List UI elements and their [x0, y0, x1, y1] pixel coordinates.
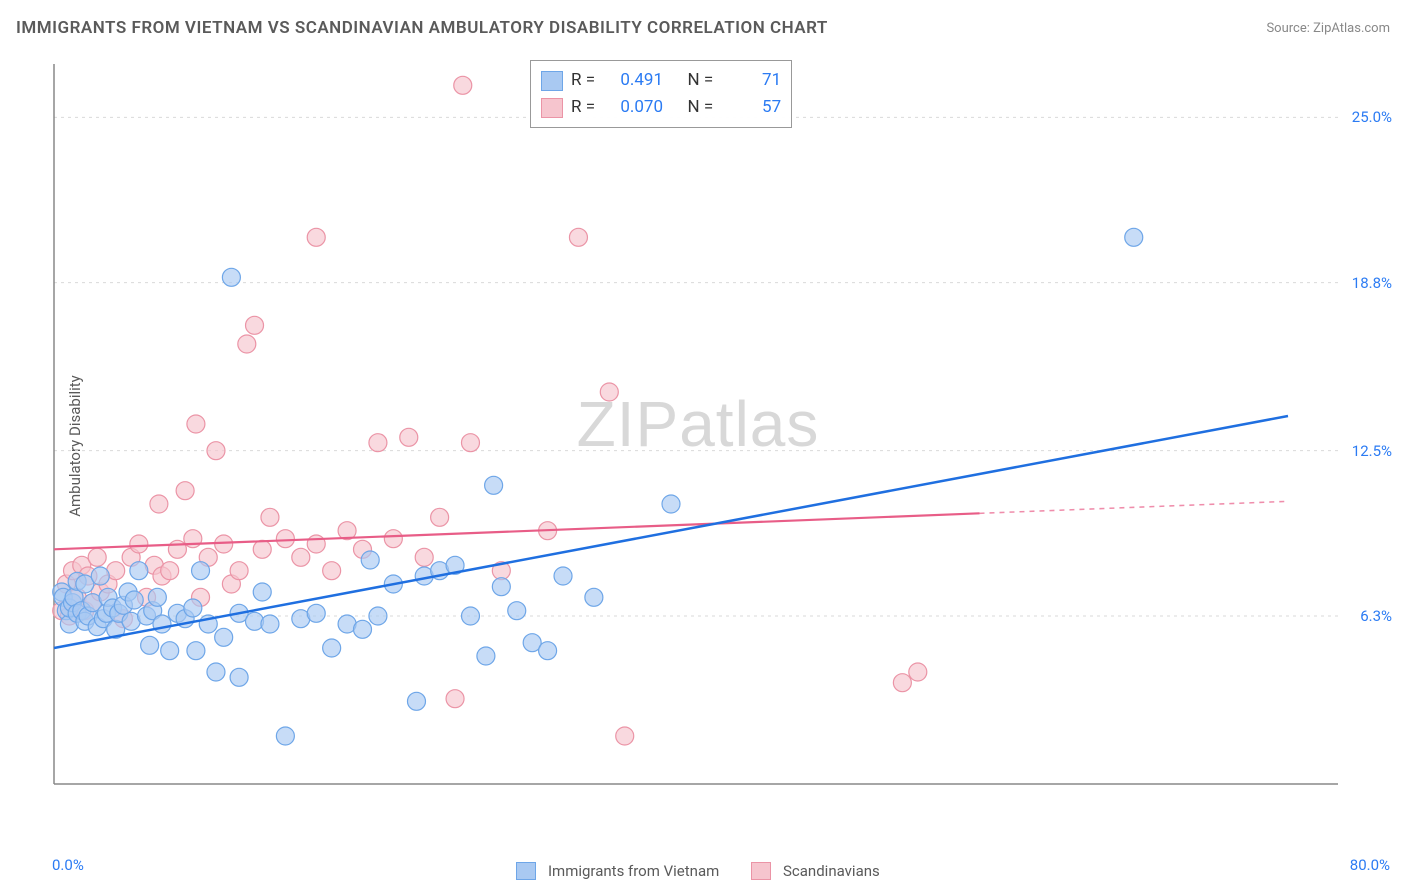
source-attribution: Source: ZipAtlas.com: [1266, 21, 1390, 36]
legend-item-a: Immigrants from Vietnam: [516, 862, 719, 880]
legend-row-series-b: R = 0.070 N = 57: [541, 94, 781, 121]
y-tick-label: 6.3%: [1360, 607, 1392, 625]
chart-title: IMMIGRANTS FROM VIETNAM VS SCANDINAVIAN …: [16, 18, 828, 38]
r-value-a: 0.491: [603, 67, 663, 94]
legend-swatch-a: [541, 71, 563, 91]
plot-area: ZIPatlas: [48, 54, 1348, 824]
legend-item-b: Scandinavians: [751, 862, 879, 880]
legend-row-series-a: R = 0.491 N = 71: [541, 67, 781, 94]
y-tick-label: 25.0%: [1352, 108, 1392, 126]
y-tick-label: 12.5%: [1352, 442, 1392, 460]
x-axis-legend: Immigrants from Vietnam Scandinavians: [48, 862, 1348, 880]
legend-swatch-b-icon: [751, 862, 771, 880]
correlation-legend: R = 0.491 N = 71 R = 0.070 N = 57: [530, 60, 792, 128]
scatter-chart: [48, 54, 1348, 824]
legend-swatch-b: [541, 98, 563, 118]
x-axis-min-label: 0.0%: [52, 856, 84, 874]
x-axis-max-label: 80.0%: [1350, 856, 1390, 874]
r-value-b: 0.070: [603, 94, 663, 121]
source-link[interactable]: ZipAtlas.com: [1313, 21, 1390, 36]
legend-swatch-a-icon: [516, 862, 536, 880]
n-value-a: 71: [721, 67, 781, 94]
y-tick-label: 18.8%: [1352, 274, 1392, 292]
n-value-b: 57: [721, 94, 781, 121]
